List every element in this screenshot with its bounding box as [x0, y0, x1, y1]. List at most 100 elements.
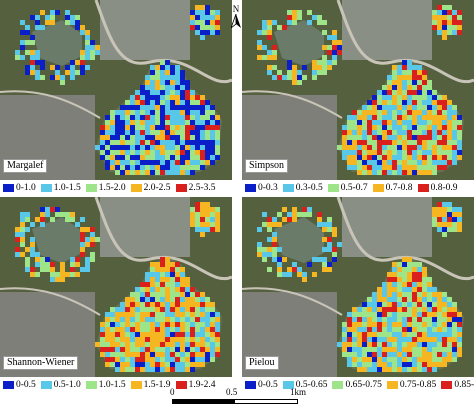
grid-cell [195, 95, 200, 100]
grid-cell [437, 110, 442, 115]
grid-cell [40, 222, 45, 227]
grid-cell [165, 362, 170, 367]
sample-cells [15, 5, 220, 175]
grid-cell [115, 362, 120, 367]
grid-cell [195, 100, 200, 105]
grid-cell [175, 287, 180, 292]
grid-cell [160, 352, 165, 357]
grid-cell [422, 70, 427, 75]
grid-cell [205, 135, 210, 140]
grid-cell [287, 212, 292, 217]
grid-cell [200, 15, 205, 20]
grid-cell [210, 10, 215, 15]
grid-cell [150, 302, 155, 307]
grid-cell [25, 257, 30, 262]
grid-cell [442, 15, 447, 20]
grid-cell [297, 75, 302, 80]
legend-swatch [40, 183, 52, 192]
grid-cell [352, 357, 357, 362]
grid-cell [397, 110, 402, 115]
grid-cell [377, 100, 382, 105]
grid-cell [185, 115, 190, 120]
grid-cell [15, 252, 20, 257]
grid-cell [110, 135, 115, 140]
grid-cell [150, 342, 155, 347]
grid-cell [145, 80, 150, 85]
grid-cell [185, 165, 190, 170]
grid-cell [200, 232, 205, 237]
grid-cell [452, 302, 457, 307]
grid-cell [125, 105, 130, 110]
grid-cell [432, 307, 437, 312]
legend-label: 0.5-1.0 [53, 379, 81, 390]
grid-cell [165, 95, 170, 100]
grid-cell [205, 227, 210, 232]
grid-cell [80, 30, 85, 35]
grid-cell [397, 367, 402, 372]
legend-item: 1.0-1.5 [40, 183, 81, 193]
grid-cell [407, 357, 412, 362]
grid-cell [50, 65, 55, 70]
grid-cell [437, 357, 442, 362]
grid-cell [367, 317, 372, 322]
grid-cell [155, 70, 160, 75]
grid-cell [160, 302, 165, 307]
grid-cell [357, 130, 362, 135]
grid-cell [382, 292, 387, 297]
grid-cell [377, 287, 382, 292]
grid-cell [402, 257, 407, 262]
grid-cell [180, 322, 185, 327]
grid-cell [452, 20, 457, 25]
grid-cell [75, 257, 80, 262]
grid-cell [170, 85, 175, 90]
grid-cell [30, 65, 35, 70]
grid-cell [65, 65, 70, 70]
grid-cell [442, 312, 447, 317]
grid-cell [402, 362, 407, 367]
grid-cell [267, 222, 272, 227]
grid-cell [35, 60, 40, 65]
grid-cell [452, 337, 457, 342]
grid-cell [387, 347, 392, 352]
grid-cell [55, 212, 60, 217]
legend-item: 0.5-1.0 [40, 379, 81, 390]
grid-cell [382, 120, 387, 125]
grid-cell [397, 312, 402, 317]
grid-cell [432, 212, 437, 217]
grid-cell [190, 25, 195, 30]
grid-cell [402, 267, 407, 272]
grid-cell [437, 140, 442, 145]
grid-cell [170, 155, 175, 160]
grid-cell [442, 165, 447, 170]
grid-cell [327, 227, 332, 232]
grid-cell [392, 100, 397, 105]
grid-cell [447, 332, 452, 337]
grid-cell [382, 105, 387, 110]
grid-cell [105, 120, 110, 125]
grid-cell [417, 352, 422, 357]
grid-cell [402, 367, 407, 372]
legend-swatch [332, 380, 344, 389]
grid-cell [372, 135, 377, 140]
grid-cell [267, 227, 272, 232]
grid-cell [175, 110, 180, 115]
grid-cell [442, 322, 447, 327]
grid-cell [190, 95, 195, 100]
grid-cell [135, 347, 140, 352]
grid-cell [105, 160, 110, 165]
grid-cell [135, 357, 140, 362]
grid-cell [432, 145, 437, 150]
grid-cell [457, 352, 462, 357]
grid-cell [200, 125, 205, 130]
grid-cell [402, 85, 407, 90]
grid-cell [85, 50, 90, 55]
grid-cell [392, 317, 397, 322]
map-panel-simpson: Simpson 0-0.3 0.3-0.5 0.5-0.7 0.7-0.8 0.… [242, 0, 474, 195]
grid-cell [105, 312, 110, 317]
grid-cell [457, 155, 462, 160]
grid-cell [200, 312, 205, 317]
grid-cell [90, 257, 95, 262]
grid-cell [292, 70, 297, 75]
grid-cell [442, 302, 447, 307]
grid-cell [437, 155, 442, 160]
